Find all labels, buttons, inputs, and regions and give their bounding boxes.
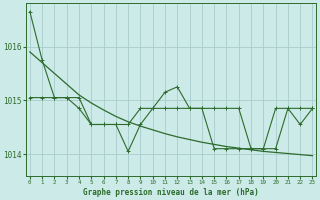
X-axis label: Graphe pression niveau de la mer (hPa): Graphe pression niveau de la mer (hPa) (83, 188, 259, 197)
